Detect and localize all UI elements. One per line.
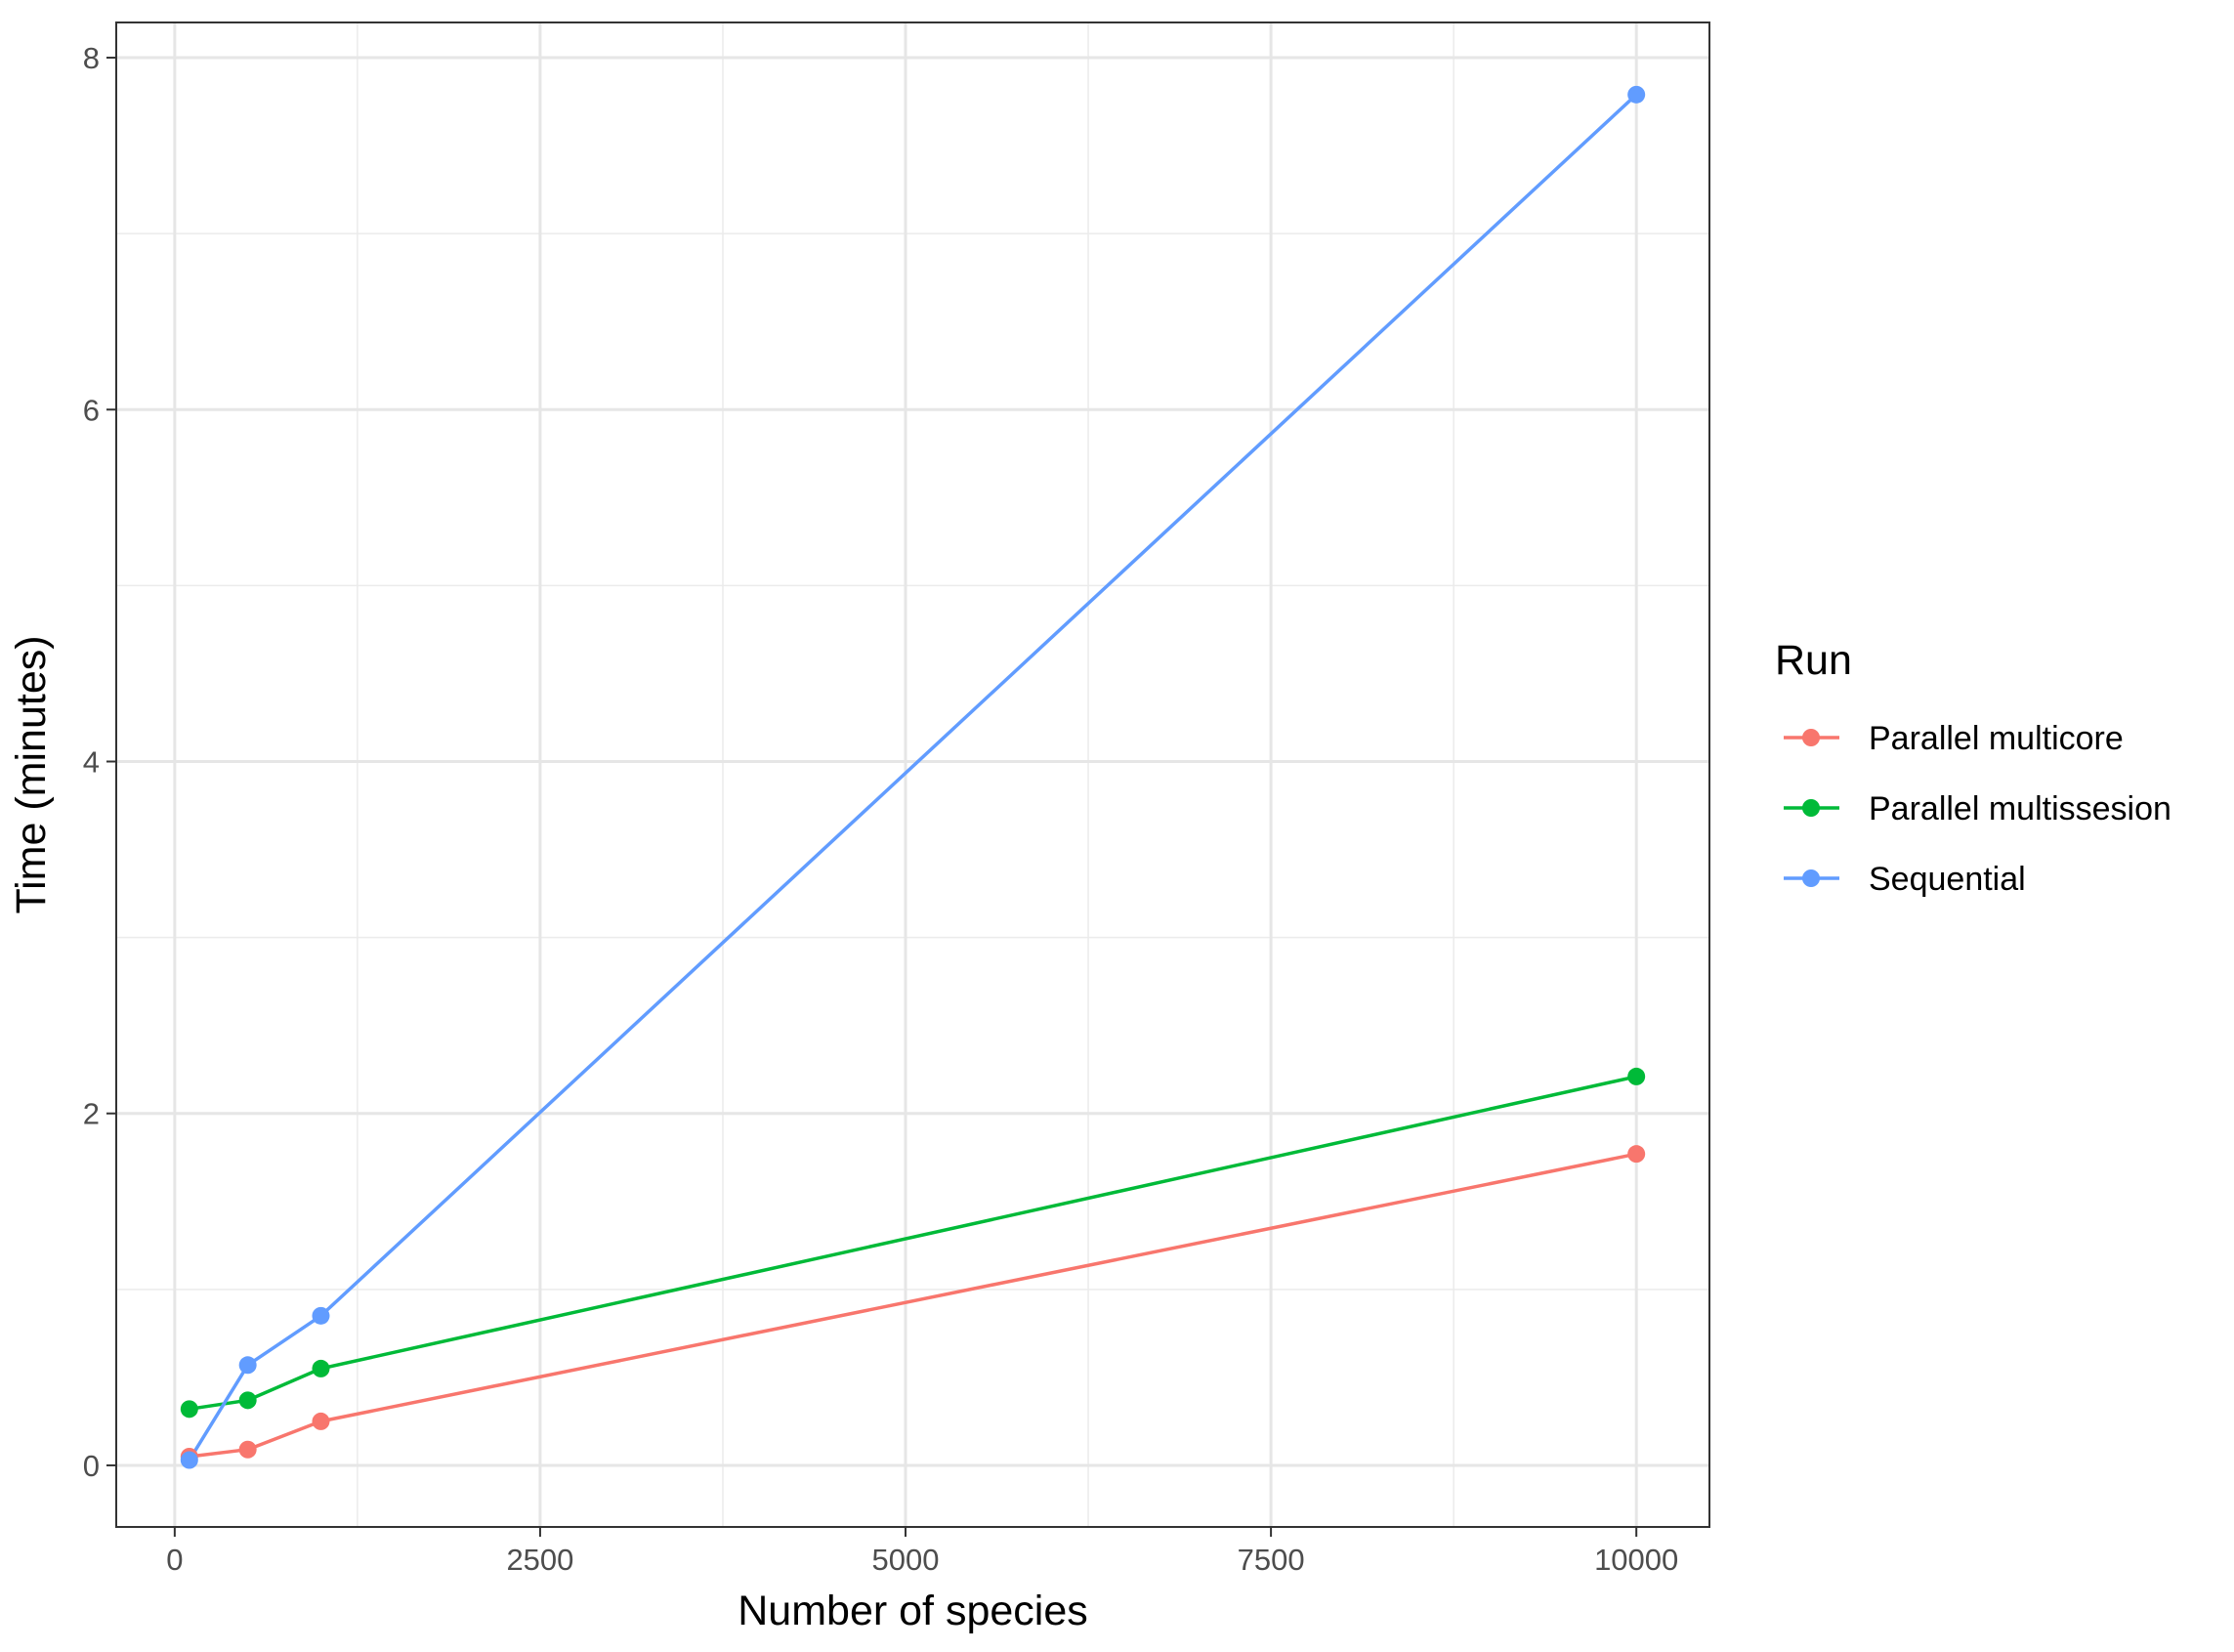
data-point <box>238 1440 257 1459</box>
data-point <box>1627 85 1646 104</box>
axes: 0 2500 5000 7500 10000 0 2 4 6 8 <box>83 41 1679 1577</box>
x-tick-label: 2500 <box>506 1543 573 1577</box>
series-line <box>189 1075 1637 1412</box>
y-tick-label: 0 <box>83 1449 100 1483</box>
legend-label: Sequential <box>1869 861 2026 898</box>
series-line <box>189 1152 1637 1459</box>
series-layer <box>180 85 1646 1469</box>
data-point <box>180 1451 198 1469</box>
legend-label: Parallel multicore <box>1869 720 2124 757</box>
data-point <box>238 1391 257 1410</box>
y-tick-label: 6 <box>83 393 100 427</box>
panel-border <box>115 21 1710 1528</box>
series-line <box>188 93 1638 1461</box>
data-point <box>1627 1067 1646 1085</box>
plot-panel <box>115 21 1710 1528</box>
legend-key-point <box>1802 869 1820 887</box>
data-point <box>180 1400 198 1419</box>
legend-title: Run <box>1775 637 1852 684</box>
data-point <box>1627 1145 1646 1164</box>
data-point <box>312 1306 330 1325</box>
x-axis-title: Number of species <box>738 1588 1088 1634</box>
legend: Run Parallel multicore Parallel multisses… <box>1775 637 2171 898</box>
y-tick-label: 2 <box>83 1097 100 1131</box>
legend-key-point <box>1802 729 1820 746</box>
y-tick-label: 8 <box>83 41 100 75</box>
data-point <box>312 1359 330 1377</box>
legend-key-point <box>1802 799 1820 817</box>
minor-gridlines <box>116 22 1709 1527</box>
y-axis-title: Time (minutes) <box>8 635 55 913</box>
legend-label: Parallel multissesion <box>1869 790 2171 827</box>
x-tick-label: 10000 <box>1594 1543 1678 1577</box>
data-point <box>312 1412 330 1430</box>
x-tick-label: 5000 <box>872 1543 940 1577</box>
y-tick-label: 4 <box>83 744 100 779</box>
data-point <box>238 1356 257 1375</box>
x-tick-label: 7500 <box>1238 1543 1305 1577</box>
x-tick-label: 0 <box>166 1543 183 1577</box>
